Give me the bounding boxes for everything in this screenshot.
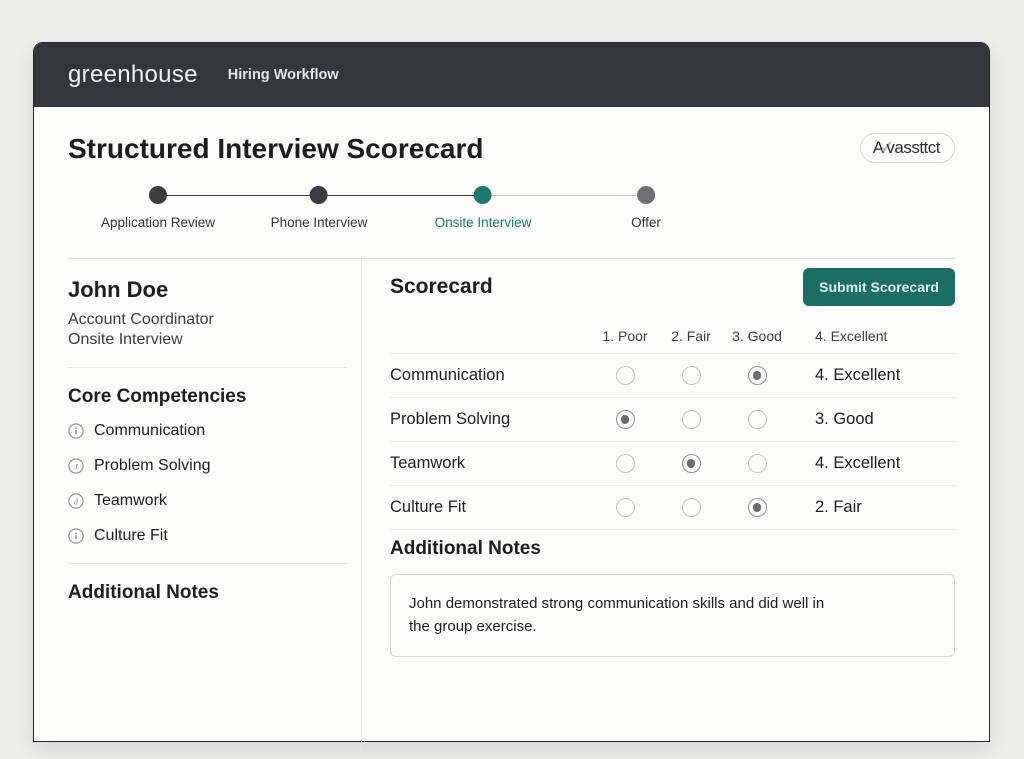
svg-text:d: d	[74, 497, 79, 506]
svg-text:J: J	[74, 462, 78, 471]
